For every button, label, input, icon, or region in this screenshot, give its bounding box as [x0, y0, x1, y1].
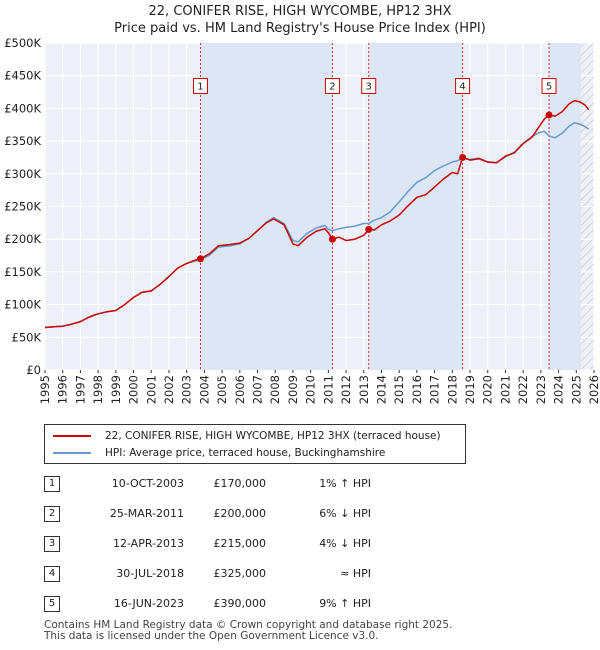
x-tick-label: 2004 [197, 375, 211, 404]
y-tick-label: £100K [4, 298, 41, 312]
x-tick-label: 2017 [428, 375, 442, 404]
row-hpi: 4% ↓ HPI [319, 537, 371, 550]
chart-title-line2: Price paid vs. HM Land Registry's House … [114, 21, 486, 36]
row-price: £215,000 [213, 537, 267, 550]
row-date: 16-JUN-2023 [113, 597, 184, 610]
y-tick-label: £150K [4, 265, 41, 279]
footer: Contains HM Land Registry data © Crown c… [44, 620, 452, 642]
table-row: 2 25-MAR-2011 £200,000 6% ↓ HPI [0, 506, 600, 522]
transaction-label: 5 [546, 82, 552, 93]
row-price: £325,000 [213, 567, 267, 580]
x-tick-label: 2020 [481, 375, 495, 404]
x-tick-label: 2008 [268, 375, 282, 404]
transaction-point [459, 153, 467, 161]
row-price: £200,000 [213, 507, 267, 520]
transaction-point [365, 225, 373, 233]
row-number: 1 [44, 476, 60, 492]
x-tick-label: 1998 [91, 375, 105, 404]
legend-label-property: 22, CONIFER RISE, HIGH WYCOMBE, HP12 3HX… [105, 430, 441, 442]
x-tick-label: 2022 [516, 375, 530, 404]
table-row: 3 12-APR-2013 £215,000 4% ↓ HPI [0, 536, 600, 552]
x-tick-label: 2024 [552, 375, 566, 404]
row-hpi: 1% ↑ HPI [319, 477, 371, 490]
x-tick-label: 1996 [56, 375, 70, 404]
legend-swatch-hpi [53, 452, 91, 454]
x-tick-label: 2013 [357, 375, 371, 404]
legend-swatch-property [53, 435, 91, 437]
row-number: 2 [44, 506, 60, 522]
transaction-label: 1 [197, 82, 203, 93]
x-tick-label: 2006 [233, 375, 247, 404]
y-tick-label: £500K [4, 36, 41, 50]
transaction-shade [368, 43, 463, 370]
x-tick-label: 2011 [321, 375, 335, 404]
x-tick-label: 2016 [410, 375, 424, 404]
table-row: 5 16-JUN-2023 £390,000 9% ↑ HPI [0, 596, 600, 612]
row-price: £390,000 [213, 597, 267, 610]
transaction-label: 2 [329, 82, 335, 93]
x-tick-label: 2014 [374, 375, 388, 404]
x-tick-label: 2018 [445, 375, 459, 404]
transaction-label-box [361, 78, 377, 95]
x-tick-label: 2025 [569, 375, 583, 404]
row-number: 3 [44, 536, 60, 552]
row-price: £170,000 [213, 477, 267, 490]
transaction-label: 3 [366, 82, 372, 93]
x-tick-label: 1995 [38, 375, 52, 404]
transaction-label-box [455, 78, 471, 95]
y-tick-label: £450K [4, 69, 41, 83]
transaction-point [196, 255, 204, 263]
x-tick-label: 2005 [215, 375, 229, 404]
x-tick-label: 2026 [587, 375, 600, 404]
x-tick-label: 2009 [286, 375, 300, 404]
row-date: 10-OCT-2003 [111, 477, 184, 490]
legend: 22, CONIFER RISE, HIGH WYCOMBE, HP12 3HX… [44, 424, 466, 464]
table-row: 1 10-OCT-2003 £170,000 1% ↑ HPI [0, 476, 600, 492]
row-number: 5 [44, 596, 60, 612]
legend-item-property: 22, CONIFER RISE, HIGH WYCOMBE, HP12 3HX… [53, 429, 441, 443]
x-tick-label: 2021 [498, 375, 512, 404]
transaction-label-box [324, 78, 340, 95]
row-hpi: ≈ HPI [340, 567, 371, 580]
chart-title-line1: 22, CONIFER RISE, HIGH WYCOMBE, HP12 3HX [148, 4, 452, 19]
x-tick-label: 2000 [127, 375, 141, 404]
transaction-label-box [192, 78, 208, 95]
x-tick-label: 2023 [534, 375, 548, 404]
x-tick-label: 2019 [463, 375, 477, 404]
x-tick-label: 2015 [392, 375, 406, 404]
row-hpi: 9% ↑ HPI [319, 597, 371, 610]
y-tick-label: £250K [4, 200, 41, 214]
chart: 1 2 3 4 5 £0 £50K £100K £150K £200K £250K £300K £35… [4, 36, 600, 404]
transaction-label-box [541, 78, 557, 95]
y-tick-label: £0 [26, 363, 41, 377]
x-tick-label: 1997 [73, 375, 87, 404]
transaction-shade [549, 43, 581, 370]
x-tick-label: 2001 [144, 375, 158, 404]
y-tick-label: £400K [4, 101, 41, 115]
legend-label-hpi: HPI: Average price, terraced house, Buck… [105, 447, 386, 459]
y-tick-label: £50K [12, 330, 42, 344]
y-tick-label: £350K [4, 134, 41, 148]
row-number: 4 [44, 566, 60, 582]
x-tick-label: 2007 [251, 375, 265, 404]
x-tick-label: 2002 [162, 375, 176, 404]
x-tick-label: 2003 [180, 375, 194, 404]
transaction-shade [200, 43, 333, 370]
y-tick-label: £200K [4, 232, 41, 246]
y-tick-label: £300K [4, 167, 41, 181]
x-tick-label: 2010 [304, 375, 318, 404]
transaction-label: 4 [459, 82, 465, 93]
legend-item-hpi: HPI: Average price, terraced house, Buck… [53, 446, 385, 460]
x-tick-label: 2012 [339, 375, 353, 404]
footer-copyright: Contains HM Land Registry data © Crown c… [44, 619, 453, 631]
row-date: 25-MAR-2011 [109, 507, 184, 520]
x-tick-label: 1999 [109, 375, 123, 404]
row-date: 12-APR-2013 [112, 537, 184, 550]
table-row: 4 30-JUL-2018 £325,000 ≈ HPI [0, 566, 600, 582]
footer-licence: This data is licensed under the Open Gov… [44, 630, 379, 642]
transaction-point [328, 235, 336, 243]
row-date: 30-JUL-2018 [116, 567, 184, 580]
transaction-point [545, 111, 553, 119]
row-hpi: 6% ↓ HPI [319, 507, 371, 520]
